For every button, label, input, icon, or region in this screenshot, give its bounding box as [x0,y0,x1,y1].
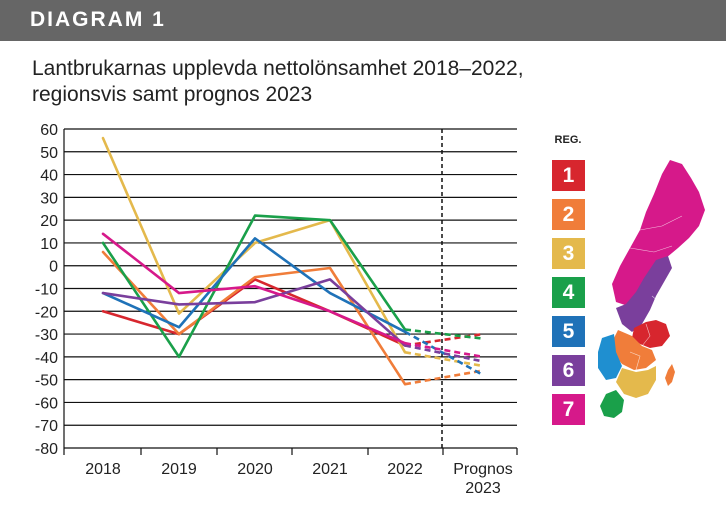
map-region-7 [612,160,705,306]
x-tick-label: 2020 [237,461,273,478]
y-tick-label: 40 [40,168,58,185]
x-tick-label: Prognos 2023 [453,461,513,497]
y-tick-label: -50 [35,373,58,390]
x-tick-label: 2022 [387,461,423,478]
y-tick-label: -10 [35,282,58,299]
y-tick-label: -60 [35,395,58,412]
series-forecast-line-2 [404,369,484,386]
legend-item-6: 6 [552,355,585,386]
x-tick-label: 2021 [312,461,348,478]
map-region-1 [632,320,670,348]
chart-title-line-2: regionsvis samt prognos 2023 [32,83,313,106]
sweden-region-map [598,160,705,418]
figure-number-label: DIAGRAM 1 [30,8,166,31]
y-tick-label: -70 [35,418,58,435]
y-tick-label: 50 [40,145,58,162]
chart-title: Lantbrukarnas upplevda nettolönsamhet 20… [32,56,712,108]
y-tick-label: 0 [49,259,58,276]
legend-item-7: 7 [552,394,585,425]
legend-title: REG. [554,134,582,146]
map-region-2 [612,330,656,370]
series-line-4 [101,214,407,359]
map-region-4 [600,390,624,418]
legend-item-3: 3 [552,238,585,269]
legend-item-2: 2 [552,199,585,230]
series-line-7 [101,232,407,345]
legend-item-5: 5 [552,316,585,347]
y-tick-label: -80 [35,441,58,458]
y-tick-label: -30 [35,327,58,344]
series-line-5 [101,237,407,334]
y-tick-label: 30 [40,190,58,207]
map-region-5 [598,334,622,380]
series-forecast-line-7 [404,341,484,359]
legend: REG. 1 2 3 4 5 6 7 [548,134,588,425]
series-forecast-line-4 [404,328,484,340]
series-forecast-line-6 [404,344,484,363]
x-tick-label: 2019 [161,461,197,478]
series-line-3 [101,136,407,354]
legend-item-1: 1 [552,160,585,191]
series-forecast-line-5 [404,330,484,377]
series-forecast-line-3 [404,351,484,368]
legend-item-4: 4 [552,277,585,308]
map-region-2-gotland [665,364,675,386]
chart-title-line-1: Lantbrukarnas upplevda nettolönsamhet 20… [32,57,524,80]
figure-header-bar: DIAGRAM 1 [0,0,726,41]
y-tick-label: -40 [35,350,58,367]
y-tick-label: 20 [40,213,58,230]
x-tick-label: 2018 [85,461,121,478]
y-tick-label: 10 [40,236,58,253]
series-line-6 [101,278,407,347]
map-region-3 [616,366,656,398]
map-borders [629,215,683,371]
y-tick-label: 60 [40,122,58,139]
map-region-6 [616,256,672,332]
y-tick-label: -20 [35,304,58,321]
